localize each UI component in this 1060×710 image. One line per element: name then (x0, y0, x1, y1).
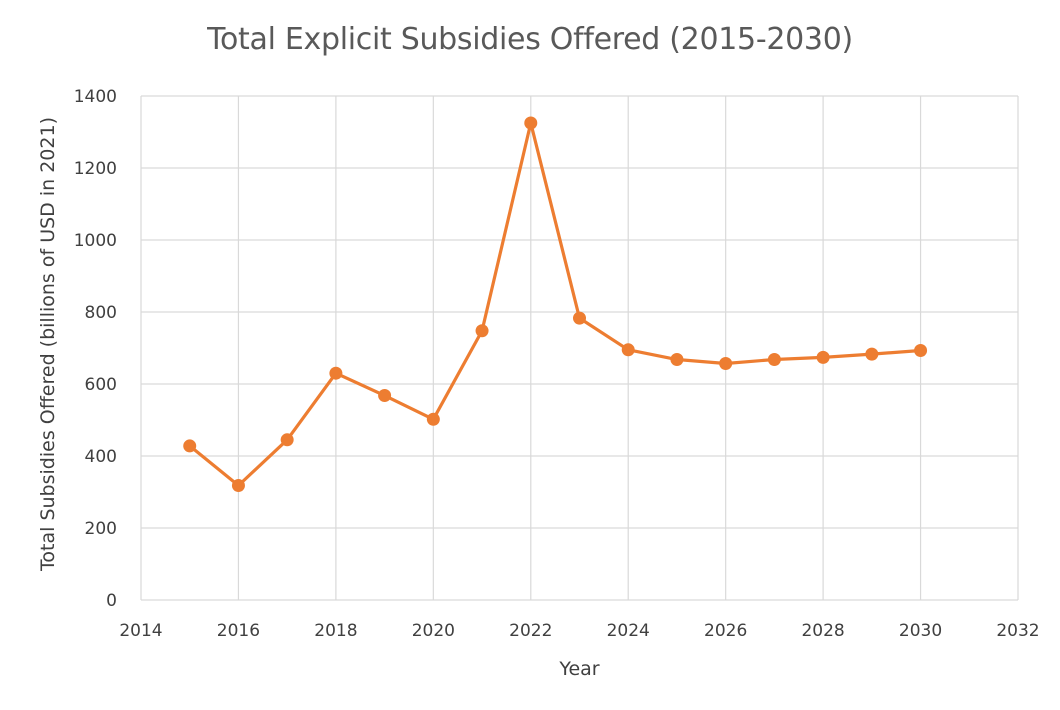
y-tick-label: 600 (85, 375, 117, 395)
y-tick-label: 800 (85, 303, 117, 323)
data-point (865, 347, 879, 361)
data-series (183, 116, 928, 493)
axes: 0 200 400 600 800 1000 1200 1400 2014 2016 2018 202… (74, 87, 1040, 641)
x-axis-title: Year (558, 658, 599, 680)
data-point (378, 389, 392, 403)
y-tick-label: 0 (106, 591, 117, 611)
y-tick-label: 1200 (74, 159, 117, 179)
data-point (670, 353, 684, 367)
y-tick-label: 400 (85, 447, 117, 467)
data-point (621, 343, 635, 357)
data-point (231, 479, 245, 493)
x-tick-label: 2020 (412, 621, 455, 641)
data-point (767, 353, 781, 367)
x-tick-label: 2018 (314, 621, 357, 641)
x-tick-label: 2028 (801, 621, 844, 641)
y-axis-title: Total Subsidies Offered (billions of USD… (37, 117, 59, 572)
x-tick-label: 2032 (996, 621, 1039, 641)
data-point (524, 116, 538, 130)
y-tick-label: 1000 (74, 231, 117, 251)
data-point (329, 366, 343, 380)
data-point (719, 356, 733, 370)
x-tick-label: 2024 (607, 621, 650, 641)
data-point (183, 439, 197, 453)
data-point (280, 433, 294, 447)
gridlines (140, 95, 1019, 601)
series-line (188, 121, 921, 488)
y-tick-label: 1400 (74, 87, 117, 107)
data-point (475, 324, 489, 338)
chart-title: Total Explicit Subsidies Offered (2015-2… (207, 22, 853, 57)
x-tick-label: 2014 (119, 621, 162, 641)
y-tick-label: 200 (85, 519, 117, 539)
x-tick-label: 2016 (217, 621, 260, 641)
data-point (816, 350, 830, 364)
x-tick-label: 2022 (509, 621, 552, 641)
data-point (914, 344, 928, 358)
x-tick-label: 2026 (704, 621, 747, 641)
data-point (426, 412, 440, 426)
data-point (573, 311, 586, 325)
x-tick-label: 2030 (899, 621, 942, 641)
